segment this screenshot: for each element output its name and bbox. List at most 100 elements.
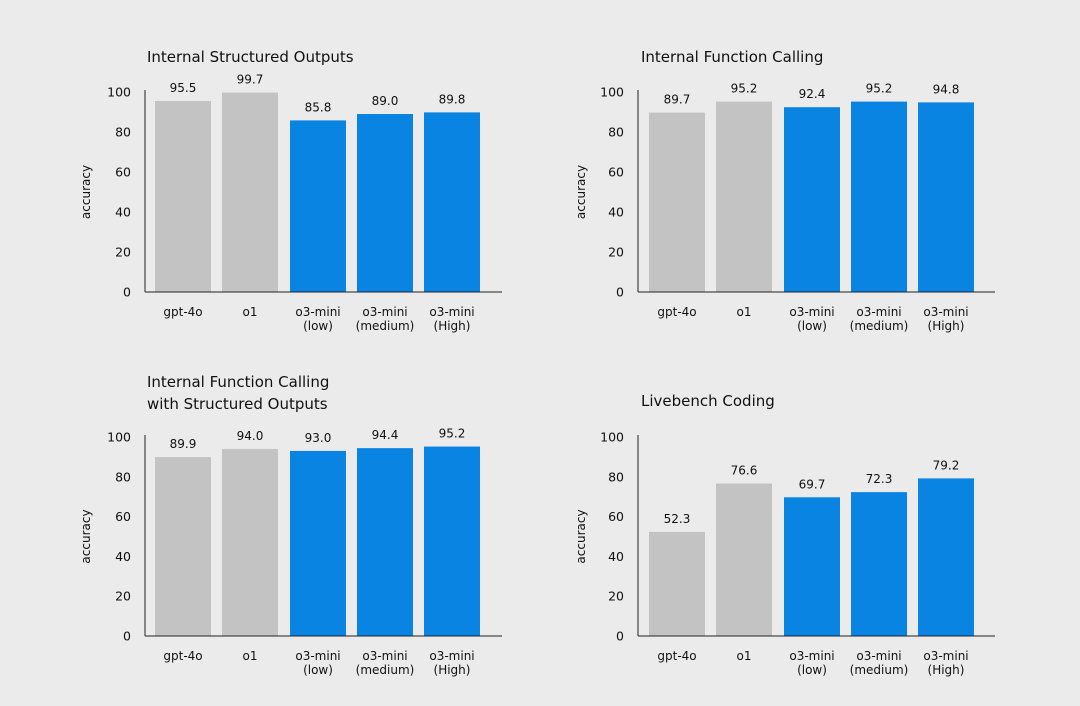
- y-tick-label: 60: [115, 509, 131, 524]
- x-tick-label: (High): [434, 663, 471, 677]
- x-tick-label: o3-mini: [789, 305, 834, 319]
- y-tick-label: 20: [608, 245, 624, 260]
- bar: [222, 448, 278, 636]
- bar: [716, 101, 772, 292]
- x-tick-label: (low): [303, 319, 333, 333]
- y-tick-label: 60: [608, 165, 624, 180]
- y-tick-label: 80: [115, 469, 131, 484]
- bar: [851, 101, 907, 292]
- chart-panel-4: Livebench Coding accuracy 0 20 40 60 80 100 52.3…: [574, 392, 995, 677]
- x-tick-label: o3-mini: [429, 305, 474, 319]
- chart-title: Livebench Coding: [641, 392, 775, 410]
- data-label: 99.7: [237, 73, 264, 87]
- data-label: 89.0: [372, 94, 399, 108]
- x-tick-label: o3-mini: [429, 649, 474, 663]
- y-axis-label: accuracy: [79, 165, 93, 219]
- x-tick-label: (low): [303, 663, 333, 677]
- x-tick-label: o1: [243, 649, 258, 663]
- x-tick-label: o3-mini: [295, 305, 340, 319]
- data-label: 94.4: [372, 428, 399, 442]
- data-label: 95.5: [170, 81, 197, 95]
- y-tick-label: 20: [115, 245, 131, 260]
- x-tick-label: gpt-4o: [163, 305, 202, 319]
- data-label: 94.8: [933, 82, 960, 96]
- bar: [918, 478, 974, 636]
- x-tick-label: (low): [797, 319, 827, 333]
- y-tick-label: 40: [115, 205, 131, 220]
- x-tick-label: o3-mini: [362, 305, 407, 319]
- x-tick-label: o3-mini: [856, 305, 901, 319]
- x-tick-label: o3-mini: [856, 649, 901, 663]
- chart-title: Internal Structured Outputs: [147, 48, 354, 66]
- x-tick-label: o3-mini: [789, 649, 834, 663]
- y-tick-label: 0: [616, 285, 624, 300]
- y-tick-label: 100: [600, 85, 624, 100]
- bar: [424, 112, 480, 293]
- y-tick-label: 100: [107, 430, 131, 445]
- data-label: 95.2: [731, 82, 758, 96]
- x-tick-label: o3-mini: [362, 649, 407, 663]
- x-tick-label: (medium): [356, 663, 415, 677]
- data-label: 89.8: [439, 92, 466, 106]
- data-label: 79.2: [933, 458, 960, 472]
- bar: [851, 492, 907, 636]
- bar: [290, 450, 346, 636]
- y-tick-label: 100: [107, 85, 131, 100]
- bar: [155, 101, 211, 292]
- x-tick-label: o3-mini: [923, 305, 968, 319]
- bar: [357, 114, 413, 292]
- bar: [649, 112, 705, 292]
- chart-panel-1: Internal Structured Outputs accuracy 0 20 40…: [79, 48, 502, 333]
- bar: [784, 107, 840, 292]
- data-label: 69.7: [799, 477, 826, 491]
- data-label: 76.6: [731, 464, 758, 478]
- bar: [424, 446, 480, 636]
- y-tick-label: 0: [123, 629, 131, 644]
- y-tick-label: 0: [123, 285, 131, 300]
- x-tick-label: (low): [797, 663, 827, 677]
- y-tick-label: 20: [608, 589, 624, 604]
- data-label: 94.0: [237, 429, 264, 443]
- bar: [290, 120, 346, 293]
- y-axis-label: accuracy: [574, 509, 588, 563]
- bar: [784, 497, 840, 636]
- x-tick-label: (High): [434, 319, 471, 333]
- data-label: 92.4: [799, 87, 826, 101]
- bar: [155, 457, 211, 636]
- y-tick-label: 40: [608, 549, 624, 564]
- chart-title: with Structured Outputs: [147, 395, 328, 413]
- chart-panel-3: Internal Function Calling with Structured…: [79, 373, 502, 677]
- data-label: 85.8: [305, 100, 332, 114]
- y-tick-label: 80: [608, 125, 624, 140]
- y-tick-label: 80: [115, 125, 131, 140]
- y-tick-label: 40: [115, 549, 131, 564]
- x-tick-label: gpt-4o: [163, 649, 202, 663]
- x-tick-label: o1: [737, 649, 752, 663]
- data-label: 89.7: [664, 93, 691, 107]
- data-label: 72.3: [866, 472, 893, 486]
- y-axis-label: accuracy: [79, 509, 93, 563]
- data-label: 95.2: [439, 427, 466, 441]
- x-tick-label: (medium): [356, 319, 415, 333]
- x-tick-label: (High): [928, 663, 965, 677]
- y-axis-label: accuracy: [574, 165, 588, 219]
- x-tick-label: gpt-4o: [657, 649, 696, 663]
- bar: [649, 531, 705, 636]
- bar: [222, 92, 278, 292]
- y-tick-label: 100: [600, 430, 624, 445]
- bar: [716, 483, 772, 636]
- x-tick-label: gpt-4o: [657, 305, 696, 319]
- x-tick-label: o3-mini: [295, 649, 340, 663]
- y-tick-label: 40: [608, 205, 624, 220]
- x-tick-label: o1: [243, 305, 258, 319]
- y-tick-label: 0: [616, 629, 624, 644]
- chart-title: Internal Function Calling: [641, 48, 823, 66]
- y-tick-label: 60: [608, 509, 624, 524]
- data-label: 52.3: [664, 512, 691, 526]
- x-tick-label: (medium): [850, 319, 909, 333]
- bar: [918, 102, 974, 293]
- y-tick-label: 20: [115, 589, 131, 604]
- y-tick-label: 60: [115, 165, 131, 180]
- chart-title: Internal Function Calling: [147, 373, 329, 391]
